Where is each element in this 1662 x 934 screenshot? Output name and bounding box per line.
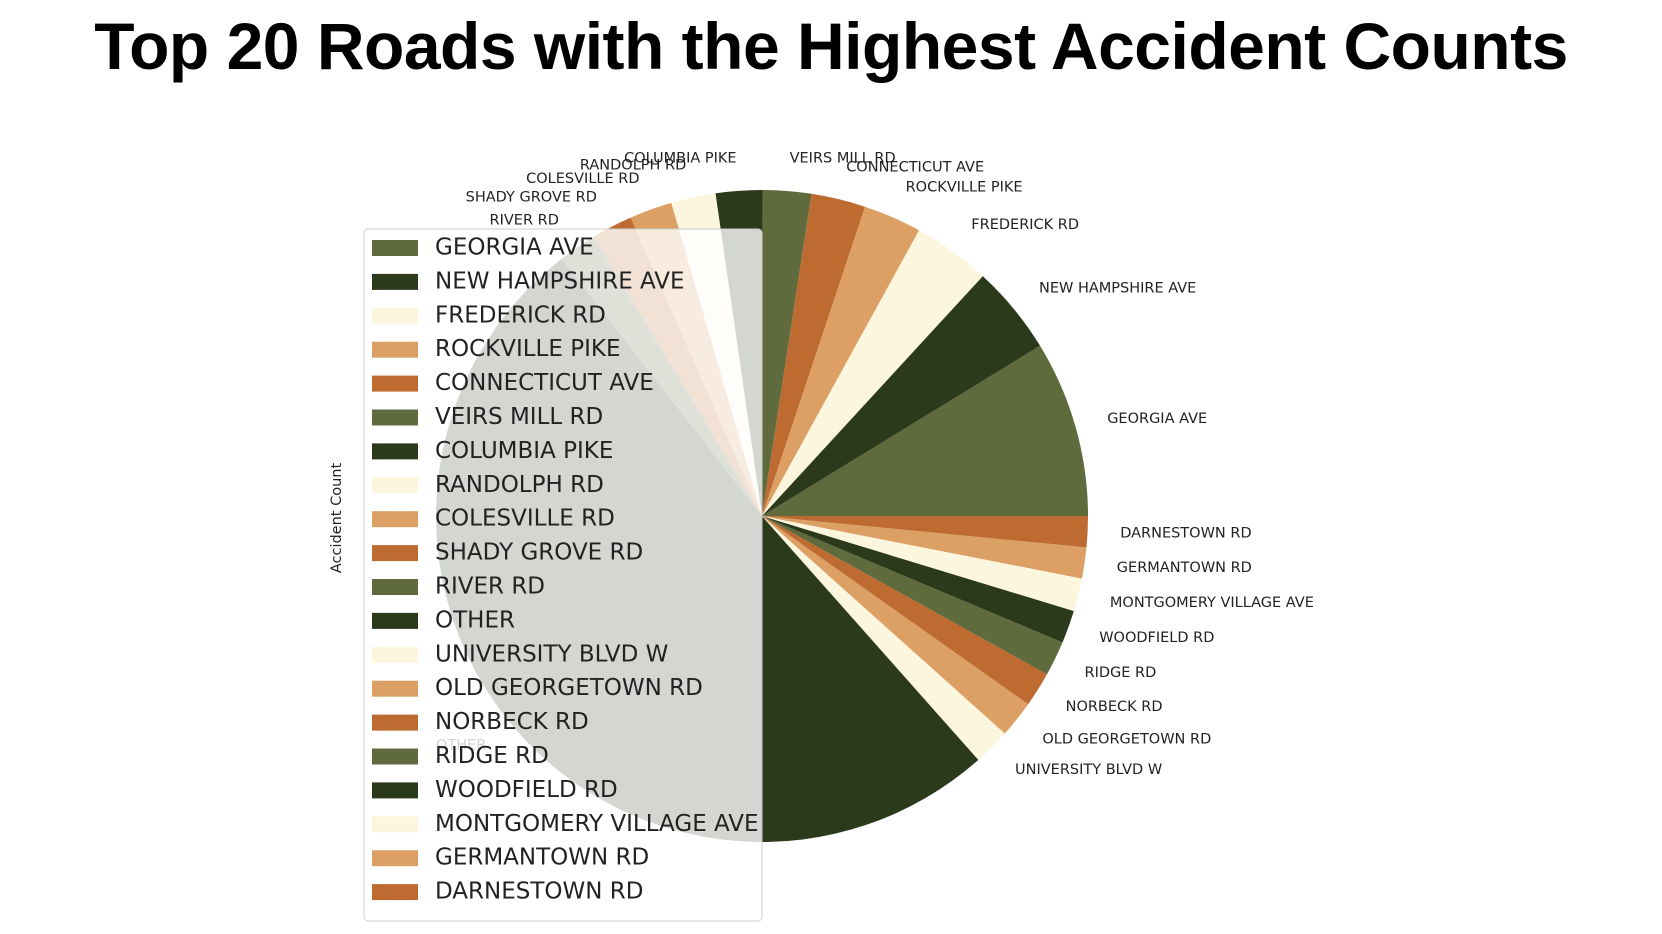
legend-swatch-river-rd bbox=[372, 579, 418, 595]
slice-labels: GEORGIA AVE NEW HAMPSHIRE AVE FREDERICK RD… bbox=[436, 150, 1314, 778]
legend-entry-old-georgetown-rd: OLD GEORGETOWN RD bbox=[435, 675, 703, 701]
pie-slice-germantown-rd bbox=[762, 516, 1087, 579]
legend-entry-river-rd: RIVER RD bbox=[435, 574, 545, 600]
legend-swatch-randolph-rd bbox=[372, 477, 418, 494]
legend-swatch-norbeck-rd bbox=[372, 714, 418, 731]
legend-swatch-veirs-mill-rd bbox=[372, 409, 418, 426]
legend-entry-frederick-rd: FREDERICK RD bbox=[435, 302, 606, 328]
legend-entry-connecticut-ave: CONNECTICUT AVE bbox=[435, 370, 654, 396]
pie-slice-montgomery-village-ave bbox=[762, 516, 1082, 612]
slice-label-colesville-rd: COLESVILLE RD bbox=[526, 171, 639, 187]
y-axis-label: Accident Count bbox=[329, 463, 345, 574]
legend-entry-randolph-rd: RANDOLPH RD bbox=[435, 472, 604, 498]
slice-label-montgomery-village-ave: MONTGOMERY VILLAGE AVE bbox=[1110, 595, 1314, 611]
slice-label-shady-grove-rd: SHADY GROVE RD bbox=[466, 190, 597, 206]
slice-label-ridge-rd: RIDGE RD bbox=[1085, 665, 1157, 681]
slice-label-frederick-rd: FREDERICK RD bbox=[971, 217, 1079, 233]
slice-label-rockville-pike: ROCKVILLE PIKE bbox=[906, 179, 1023, 195]
legend-swatch-new-hampshire-ave bbox=[372, 273, 418, 290]
legend-swatch-woodfield-rd bbox=[372, 782, 418, 799]
slice-label-university-blvd-w: UNIVERSITY BLVD W bbox=[1015, 762, 1162, 778]
slice-label-old-georgetown-rd: OLD GEORGETOWN RD bbox=[1042, 732, 1211, 748]
legend-swatch-frederick-rd bbox=[372, 307, 418, 324]
legend-entry-columbia-pike: COLUMBIA PIKE bbox=[435, 438, 613, 464]
legend-entry-shady-grove-rd: SHADY GROVE RD bbox=[435, 540, 643, 566]
slice-label-river-rd: RIVER RD bbox=[490, 213, 559, 229]
legend-entry-new-hampshire-ave: NEW HAMPSHIRE AVE bbox=[435, 268, 685, 294]
pie-slice-norbeck-rd bbox=[762, 516, 1047, 705]
legend-swatch-montgomery-village-ave bbox=[372, 816, 418, 833]
slice-label-new-hampshire-ave: NEW HAMPSHIRE AVE bbox=[1039, 280, 1196, 296]
legend-frame bbox=[363, 228, 763, 922]
legend-swatch-shady-grove-rd bbox=[372, 545, 418, 562]
legend: GEORGIA AVE NEW HAMPSHIRE AVE FREDERICK RD… bbox=[363, 228, 763, 922]
pie-slice-woodfield-rd bbox=[762, 516, 1074, 643]
pie-slice-rockville-pike bbox=[762, 206, 919, 516]
pie-slice-old-georgetown-rd bbox=[762, 516, 1029, 734]
legend-swatch-old-georgetown-rd bbox=[372, 680, 418, 697]
pie-slice-ridge-rd bbox=[762, 516, 1063, 675]
pie-slice-frederick-rd bbox=[762, 230, 983, 517]
pie-slice-darnestown-rd bbox=[762, 516, 1088, 548]
legend-swatch-georgia-ave bbox=[372, 240, 418, 256]
legend-swatch-university-blvd-w bbox=[372, 646, 418, 663]
legend-swatch-colesville-rd bbox=[372, 511, 418, 528]
pie-slice-connecticut-ave bbox=[762, 193, 865, 516]
legend-entry-montgomery-village-ave: MONTGOMERY VILLAGE AVE bbox=[435, 811, 759, 837]
pie-slice-georgia-ave bbox=[762, 345, 1088, 516]
slice-label-columbia-pike: COLUMBIA PIKE bbox=[624, 150, 736, 166]
legend-entry-ridge-rd: RIDGE RD bbox=[435, 743, 549, 769]
legend-entry-university-blvd-w: UNIVERSITY BLVD W bbox=[435, 641, 668, 667]
pie-slice-university-blvd-w bbox=[762, 516, 1005, 760]
legend-entry-norbeck-rd: NORBECK RD bbox=[435, 709, 589, 735]
legend-swatch-other bbox=[372, 612, 418, 629]
legend-entry-colesville-rd: COLESVILLE RD bbox=[435, 506, 615, 532]
legend-entry-woodfield-rd: WOODFIELD RD bbox=[435, 777, 618, 803]
legend-entry-veirs-mill-rd: VEIRS MILL RD bbox=[435, 404, 603, 430]
legend-swatch-ridge-rd bbox=[372, 748, 418, 765]
legend-swatch-darnestown-rd bbox=[372, 884, 418, 901]
legend-entry-darnestown-rd: DARNESTOWN RD bbox=[435, 879, 643, 905]
legend-entry-other: OTHER bbox=[435, 607, 515, 633]
legend-swatch-columbia-pike bbox=[372, 443, 418, 460]
legend-swatch-rockville-pike bbox=[372, 341, 418, 358]
legend-swatch-germantown-rd bbox=[372, 850, 418, 867]
slice-label-woodfield-rd: WOODFIELD RD bbox=[1099, 630, 1214, 646]
chart-title: Top 20 Roads with the Highest Accident C… bbox=[94, 9, 1568, 83]
slice-label-darnestown-rd: DARNESTOWN RD bbox=[1120, 525, 1251, 541]
slice-label-connecticut-ave: CONNECTICUT AVE bbox=[846, 159, 984, 175]
slice-label-randolph-rd: RANDOLPH RD bbox=[580, 158, 686, 174]
legend-entry-germantown-rd: GERMANTOWN RD bbox=[435, 845, 649, 871]
slice-label-norbeck-rd: NORBECK RD bbox=[1066, 699, 1163, 715]
legend-entry-georgia-ave: GEORGIA AVE bbox=[435, 235, 594, 261]
slice-label-veirs-mill-rd: VEIRS MILL RD bbox=[790, 151, 896, 167]
slice-label-germantown-rd: GERMANTOWN RD bbox=[1117, 560, 1252, 576]
pie-slice-new-hampshire-ave bbox=[762, 276, 1041, 516]
slice-label-georgia-ave: GEORGIA AVE bbox=[1107, 411, 1207, 427]
legend-entry-rockville-pike: ROCKVILLE PIKE bbox=[435, 336, 620, 362]
legend-swatch-connecticut-ave bbox=[372, 375, 418, 392]
pie-slice-veirs-mill-rd bbox=[762, 190, 812, 516]
